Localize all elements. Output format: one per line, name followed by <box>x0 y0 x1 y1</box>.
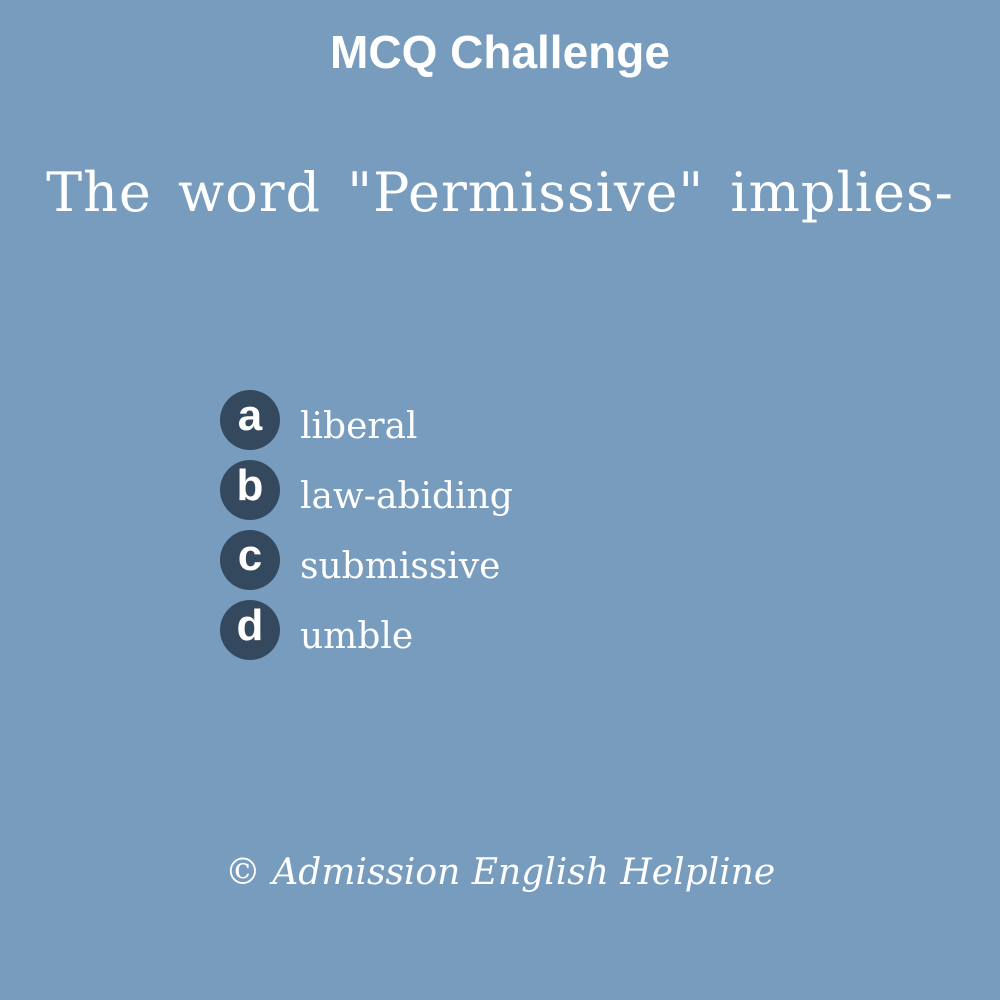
option-label: umble <box>300 616 414 657</box>
option-label: submissive <box>300 546 501 587</box>
option-b[interactable]: b law-abiding <box>220 460 513 520</box>
question-text: The word "Permissive" implies- <box>46 161 954 224</box>
option-letter-badge: b <box>220 460 280 520</box>
option-label: liberal <box>300 406 418 447</box>
option-label: law-abiding <box>300 476 513 517</box>
option-letter-badge: d <box>220 600 280 660</box>
answer-options-list: a liberal b law-abiding c submissive d u… <box>220 390 513 670</box>
option-letter-badge: a <box>220 390 280 450</box>
option-letter-badge: c <box>220 530 280 590</box>
copyright-footer: © Admission English Helpline <box>224 852 776 893</box>
option-d[interactable]: d umble <box>220 600 513 660</box>
option-c[interactable]: c submissive <box>220 530 513 590</box>
page-title: MCQ Challenge <box>330 26 670 78</box>
option-a[interactable]: a liberal <box>220 390 513 450</box>
